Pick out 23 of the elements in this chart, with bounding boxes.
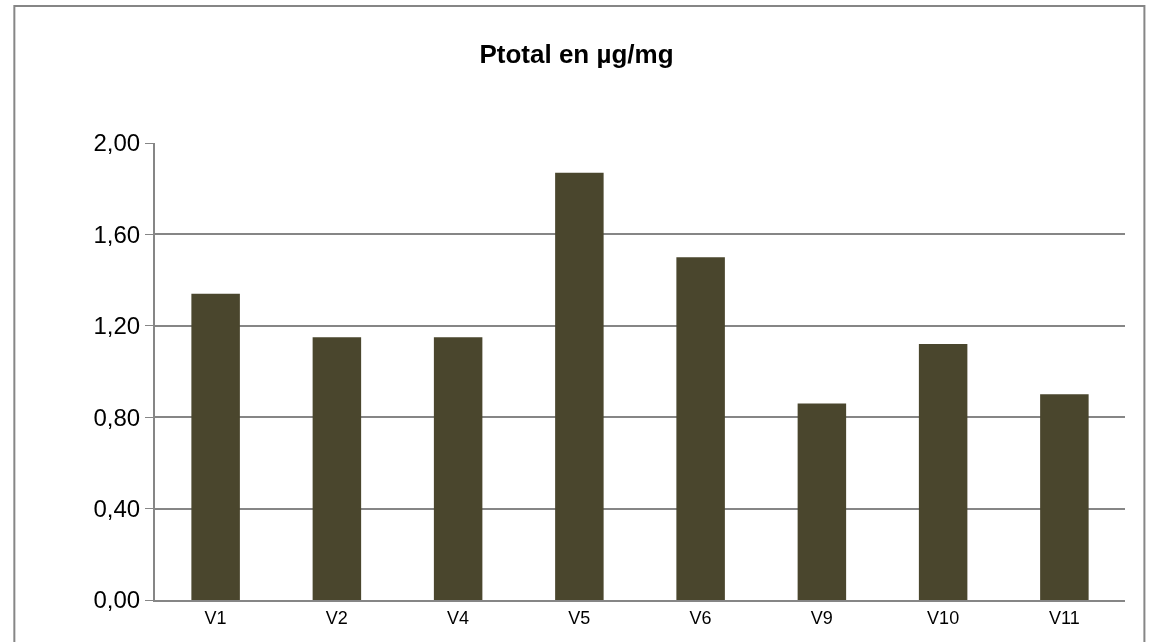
bar bbox=[433, 337, 483, 600]
bar bbox=[918, 344, 968, 600]
bar bbox=[312, 337, 362, 600]
bar bbox=[797, 403, 847, 600]
x-tick-label: V4 bbox=[447, 607, 470, 628]
bar bbox=[191, 293, 240, 600]
x-tick-label: V10 bbox=[927, 607, 960, 628]
y-tick-label: 0,80 bbox=[93, 403, 141, 431]
x-tick-label: V9 bbox=[810, 607, 833, 628]
x-tick-label: V1 bbox=[204, 607, 227, 628]
bar bbox=[1040, 394, 1089, 600]
chart-title: Ptotal en µg/mg bbox=[479, 39, 674, 70]
bar bbox=[676, 257, 725, 600]
x-tick-label: V6 bbox=[689, 607, 712, 628]
x-tick-label: V11 bbox=[1049, 607, 1080, 628]
bar bbox=[555, 172, 604, 600]
x-tick-label: V2 bbox=[325, 607, 348, 628]
y-tick-label: 1,20 bbox=[93, 312, 141, 340]
x-tick-label: V5 bbox=[568, 607, 591, 628]
y-tick-label: 1,60 bbox=[93, 220, 141, 248]
y-tick-label: 2,00 bbox=[93, 129, 141, 157]
y-tick-label: 0,00 bbox=[93, 586, 141, 614]
y-tick-label: 0,40 bbox=[93, 495, 141, 522]
